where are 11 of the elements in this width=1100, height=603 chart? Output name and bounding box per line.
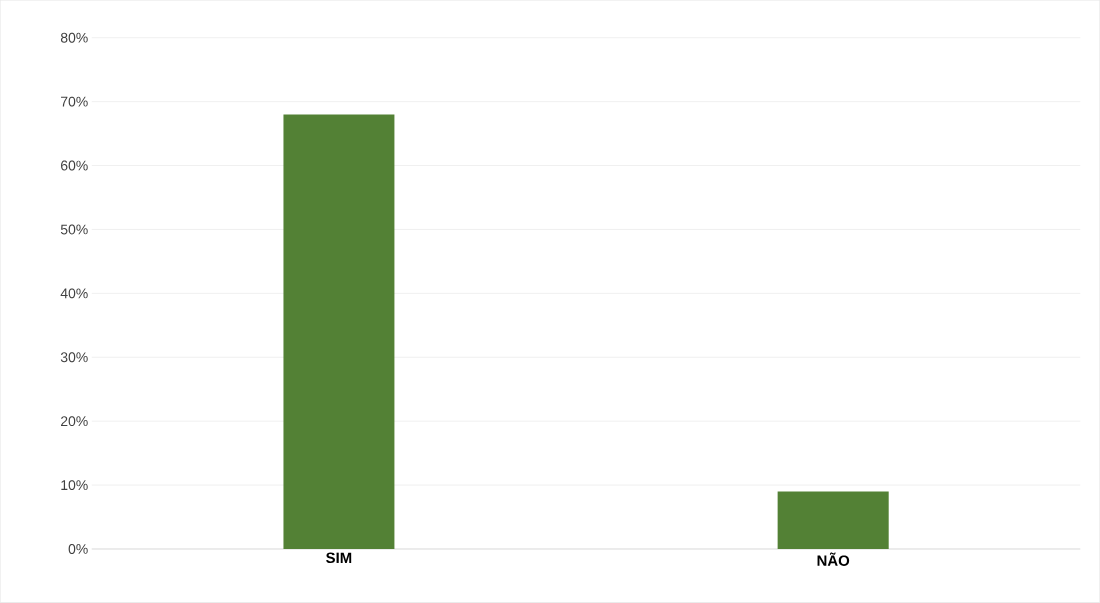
y-tick-label: 50% — [60, 224, 88, 235]
x-tick-label: SIM — [326, 552, 352, 564]
y-tick-label: 0% — [68, 544, 88, 555]
y-tick-label: 30% — [60, 352, 88, 363]
y-tick-label: 80% — [60, 32, 88, 43]
x-tick-label: NÃO — [817, 552, 850, 567]
y-tick-label: 10% — [61, 480, 88, 491]
y-tick-label: 70% — [61, 96, 88, 107]
y-tick-label: 20% — [61, 416, 88, 427]
y-tick-label: 40% — [60, 288, 88, 299]
y-tick-label: 60% — [61, 160, 88, 171]
